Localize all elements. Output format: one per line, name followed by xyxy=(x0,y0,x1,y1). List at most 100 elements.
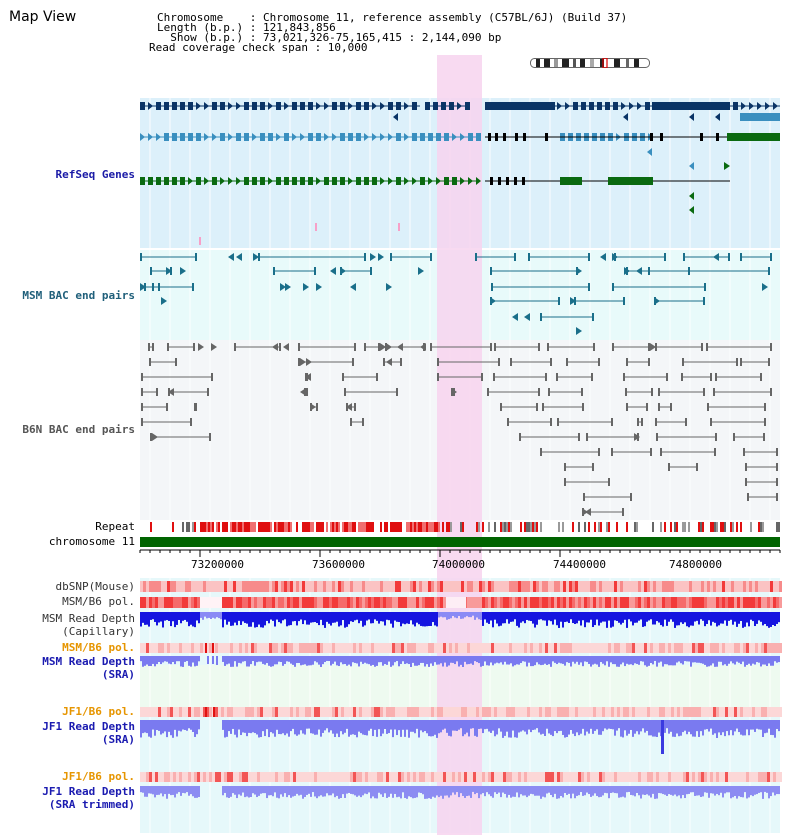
depth-bar xyxy=(550,612,552,622)
depth-bar xyxy=(434,612,436,626)
track-label-jf1-read-depth-trimmed[interactable]: JF1 Read Depth xyxy=(42,785,135,798)
depth-bar xyxy=(370,720,372,729)
heat-cell xyxy=(704,597,707,608)
heat-cell xyxy=(410,597,413,608)
depth-bar xyxy=(638,786,640,796)
heat-cell xyxy=(209,707,212,717)
track-label-msm-bac[interactable]: MSM BAC end pairs xyxy=(22,289,135,302)
depth-bar xyxy=(312,656,314,665)
depth-bar xyxy=(512,656,514,667)
heat-cell xyxy=(140,581,143,592)
heat-cell xyxy=(437,581,440,592)
heat-cell xyxy=(173,581,176,592)
depth-bar xyxy=(470,720,472,729)
heat-cell xyxy=(224,597,227,608)
track-label-msm-b6-pol-sra[interactable]: MSM/B6 pol. xyxy=(62,641,135,654)
depth-bar xyxy=(576,612,578,624)
bac-end xyxy=(354,403,356,411)
depth-bar xyxy=(394,720,396,730)
heat-cell xyxy=(425,772,428,782)
gene-arrow xyxy=(460,177,465,185)
heat-cell xyxy=(488,581,491,592)
bac-end xyxy=(588,283,590,291)
bac-end xyxy=(740,358,742,366)
heat-cell xyxy=(749,597,752,608)
heat-cell xyxy=(257,707,260,717)
track-label-jf1-read-depth-sra[interactable]: JF1 Read Depth xyxy=(42,720,135,733)
heat-cell xyxy=(185,707,188,717)
track-label-b6n-bac[interactable]: B6N BAC end pairs xyxy=(22,423,135,436)
heat-cell xyxy=(368,643,371,653)
depth-bar xyxy=(494,720,496,737)
depth-bar xyxy=(364,786,366,794)
heat-cell xyxy=(641,643,644,653)
track-label-repeat[interactable]: Repeat xyxy=(95,520,135,533)
heat-cell xyxy=(266,772,269,782)
heat-cell xyxy=(605,643,608,653)
heat-gap xyxy=(446,597,466,608)
track-label-msm-b6-pol[interactable]: MSM/B6 pol. xyxy=(62,595,135,608)
heat-cell xyxy=(539,772,542,782)
depth-bar xyxy=(424,786,426,799)
track-label-jf1-b6-pol[interactable]: JF1/B6 pol. xyxy=(62,705,135,718)
depth-bar xyxy=(314,786,316,797)
track-label-msm-read-depth-capillary[interactable]: MSM Read Depth xyxy=(42,612,135,625)
depth-bar xyxy=(374,612,376,620)
bac-end-arrow xyxy=(340,267,346,275)
heat-cell xyxy=(197,581,200,592)
depth-bar xyxy=(480,612,482,620)
depth-bar xyxy=(466,612,468,617)
depth-bar xyxy=(674,656,676,666)
track-label-dbsnp[interactable]: dbSNP(Mouse) xyxy=(55,580,135,593)
heat-cell xyxy=(647,707,650,717)
gene-exon xyxy=(292,102,297,110)
depth-bar xyxy=(240,656,242,664)
depth-bar xyxy=(552,656,554,662)
depth-bar xyxy=(672,612,674,622)
depth-bar xyxy=(368,720,370,731)
heat-cell xyxy=(338,707,341,717)
bac-end-arrow xyxy=(253,253,259,261)
depth-bar xyxy=(348,656,350,665)
chromosome-ideogram[interactable] xyxy=(530,53,650,69)
depth-bar xyxy=(396,656,398,662)
heat-cell xyxy=(740,597,743,608)
depth-bar xyxy=(726,612,728,626)
heat-cell xyxy=(200,581,203,592)
depth-bar xyxy=(256,612,258,628)
depth-bar xyxy=(696,720,698,732)
depth-bar xyxy=(646,786,648,795)
heat-cell xyxy=(290,707,293,717)
heat-cell xyxy=(758,597,761,608)
heat-cell xyxy=(194,707,197,717)
repeat-element xyxy=(432,522,434,532)
track-label-msm-read-depth-sra[interactable]: MSM Read Depth xyxy=(42,655,135,668)
heat-cell xyxy=(560,581,563,592)
repeat-element xyxy=(218,522,220,532)
heat-cell xyxy=(404,772,407,782)
depth-bar xyxy=(776,720,778,729)
repeat-element xyxy=(288,522,290,532)
track-label-jf1-b6-pol-trimmed[interactable]: JF1/B6 pol. xyxy=(62,770,135,783)
depth-bar xyxy=(292,656,294,665)
gene-exon xyxy=(164,102,169,110)
depth-bar xyxy=(750,612,752,620)
repeat-element xyxy=(720,522,722,532)
heat-cell xyxy=(296,772,299,782)
heat-cell xyxy=(395,581,398,592)
bac-end-arrow xyxy=(451,388,457,396)
heat-cell xyxy=(578,772,581,782)
heat-cell xyxy=(224,772,227,782)
heat-cell xyxy=(671,597,674,608)
depth-bar xyxy=(434,656,436,663)
track-label-refseq[interactable]: RefSeq Genes xyxy=(55,168,135,181)
heat-cell xyxy=(323,643,326,653)
heat-cell xyxy=(683,597,686,608)
heat-cell xyxy=(467,707,470,717)
depth-bar xyxy=(424,656,426,667)
depth-bar xyxy=(228,612,230,622)
depth-bar xyxy=(250,786,252,797)
heat-cell xyxy=(548,597,551,608)
heat-cell xyxy=(152,581,155,592)
